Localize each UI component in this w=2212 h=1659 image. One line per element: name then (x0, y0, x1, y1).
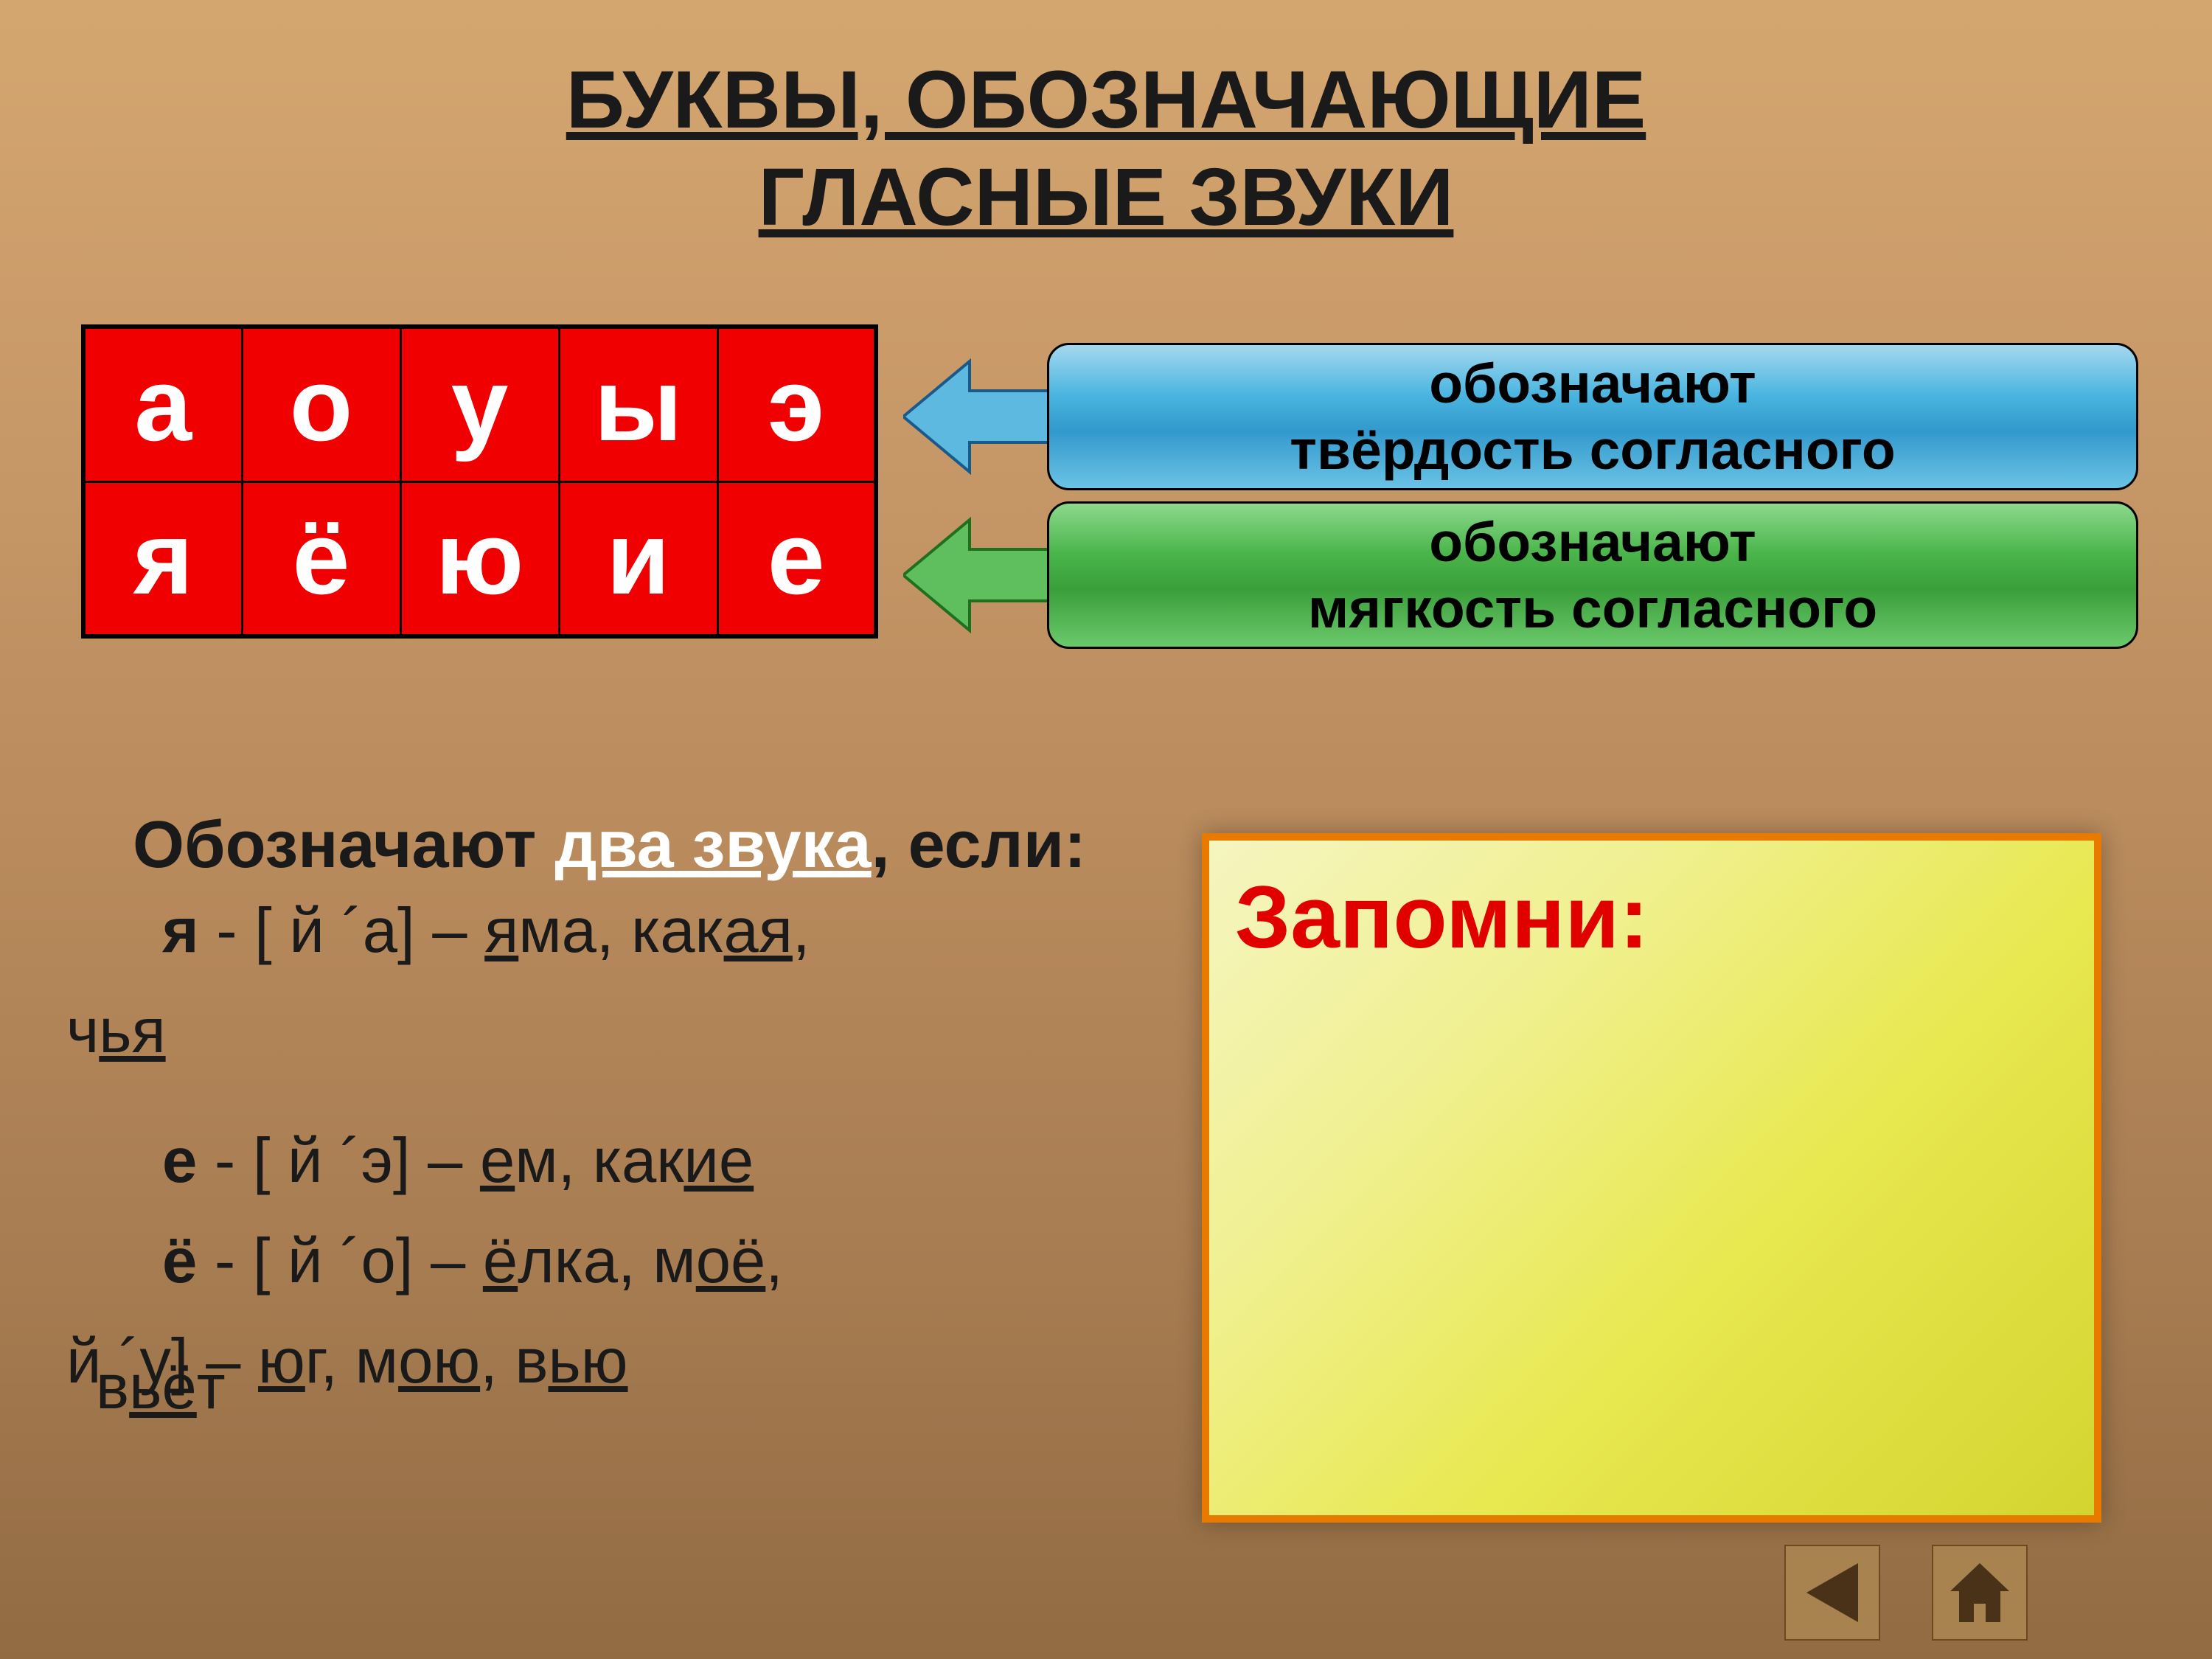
nav-home-button[interactable] (1932, 1545, 2028, 1641)
hard-label-line2: твёрдость согласного (1290, 419, 1895, 481)
two-sounds-prefix: Обозначают (133, 808, 554, 882)
soft-consonant-label: обозначают мягкость согласного (1047, 501, 2138, 649)
title-line2: ГЛАСНЫЕ ЗВУКИ (759, 152, 1454, 243)
vowel-cell: ы (559, 327, 717, 481)
home-icon (1943, 1556, 2017, 1630)
example-yo: ё - [ й ´о] – ёлка, моё, (66, 1211, 1099, 1312)
remember-title: Запомни: (1235, 866, 2068, 968)
page-title: БУКВЫ, ОБОЗНАЧАЮЩИЕ ГЛАСНЫЕ ЗВУКИ (0, 0, 2212, 246)
two-sounds-heading: Обозначают два звука, если: (133, 807, 1086, 883)
table-row: я ё ю и е (83, 481, 876, 636)
nav-back-button[interactable] (1784, 1545, 1880, 1641)
hard-consonant-label: обозначают твёрдость согласного (1047, 343, 2138, 490)
table-row: а о у ы э (83, 327, 876, 481)
vowel-cell: е (717, 481, 876, 636)
soft-label-line2: мягкость согласного (1308, 577, 1877, 639)
two-sounds-suffix: , если: (872, 808, 1086, 882)
example-ya: я - [ й ´а] – яма, какая, (66, 881, 1099, 981)
vowel-cell: ё (242, 481, 400, 636)
example-e: е - [ й ´э] – ем, какие (66, 1111, 1099, 1211)
examples-block: я - [ й ´а] – яма, какая, чья е - [ й ´э… (66, 881, 1099, 1412)
title-line1: БУКВЫ, ОБОЗНАЧАЮЩИЕ (566, 55, 1646, 145)
example-ya-cont: чья (66, 981, 1099, 1082)
vowel-cell: э (717, 327, 876, 481)
remember-box: Запомни: (1202, 833, 2101, 1523)
vowel-cell: у (400, 327, 559, 481)
vowel-cell: я (83, 481, 242, 636)
hard-label-line1: обозначают (1429, 352, 1756, 414)
vowel-cell: и (559, 481, 717, 636)
vowel-cell: а (83, 327, 242, 481)
vowel-cell: о (242, 327, 400, 481)
example-vyet: вьёт (96, 1338, 226, 1438)
example-yu-overlay: й ´у] – юг, мою, вью вьёт (66, 1312, 1099, 1412)
arrow-left-blue-icon (903, 347, 1058, 487)
vowel-table: а о у ы э я ё ю и е (81, 324, 878, 639)
triangle-left-icon (1795, 1556, 1869, 1630)
soft-label-line1: обозначают (1429, 511, 1756, 573)
vowel-cell: ю (400, 481, 559, 636)
arrow-left-green-icon (903, 505, 1058, 645)
two-sounds-highlight: два звука (554, 808, 871, 882)
